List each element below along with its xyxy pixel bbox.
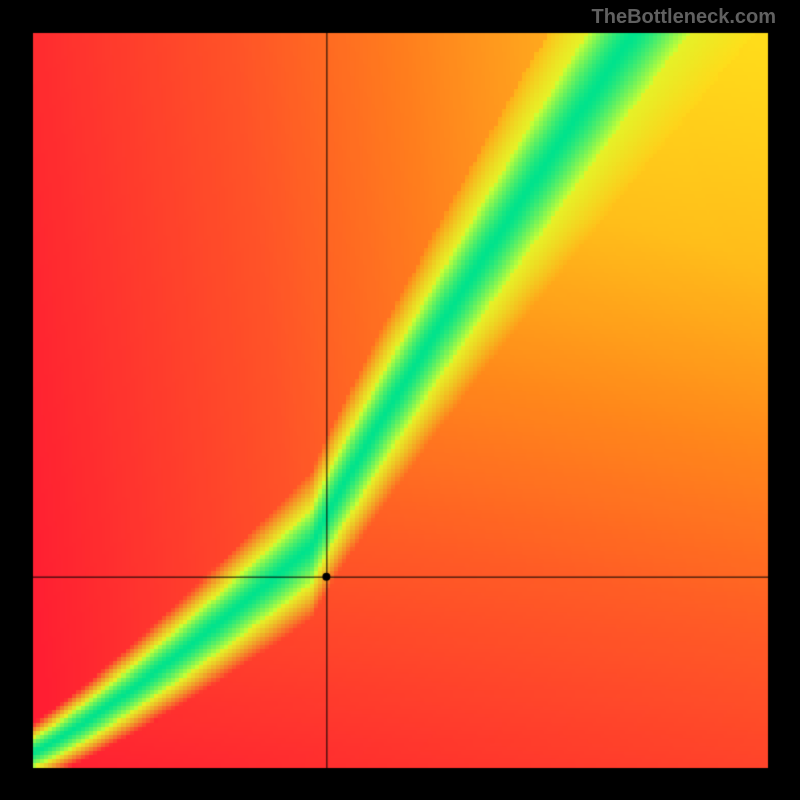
chart-container: TheBottleneck.com xyxy=(0,0,800,800)
watermark-text: TheBottleneck.com xyxy=(592,6,776,29)
heatmap-canvas xyxy=(0,0,800,800)
